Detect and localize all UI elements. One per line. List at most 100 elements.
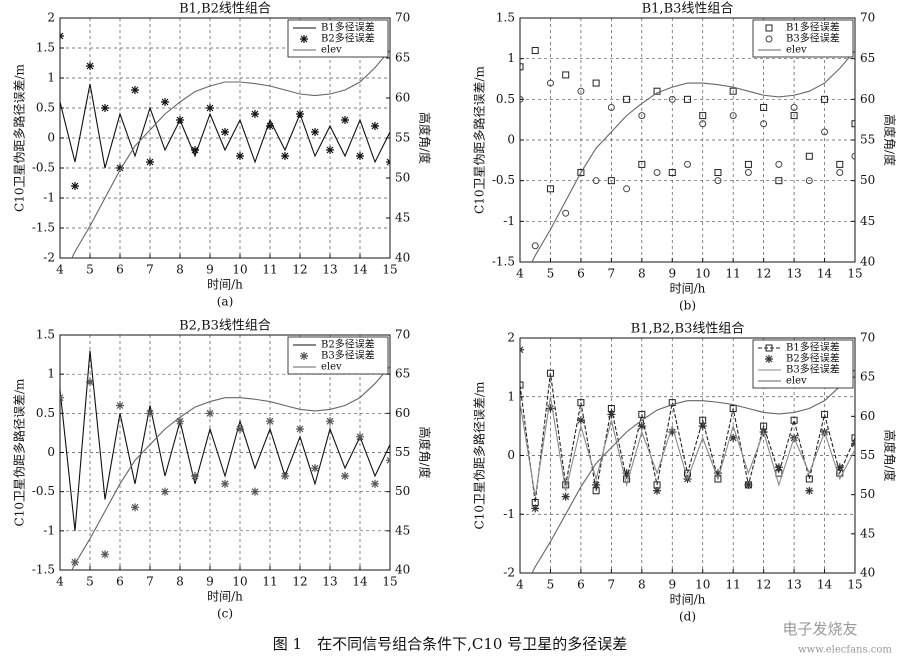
marker-circle [638,112,646,120]
y-tick-label: 1 [47,367,55,381]
x-tick-label: 6 [577,267,585,281]
marker-star [356,152,364,160]
marker-star [546,404,555,413]
x-axis-label: 时间/h [207,590,243,604]
marker-star [637,422,646,431]
marker-square [684,95,691,103]
marker-circle [531,242,539,250]
marker-star [805,486,814,495]
marker-square [531,47,539,55]
marker-square [699,112,707,120]
marker-star [341,116,349,124]
x-tick-label: 10 [695,578,710,592]
marker-square [821,410,829,418]
panel-label: (d) [679,610,696,624]
marker-star [531,504,540,513]
marker-square [562,71,570,79]
marker-star [266,417,274,426]
x-tick-label: 8 [638,267,646,281]
marker-star [101,104,109,112]
marker-star [86,62,94,70]
x-tick-label: 11 [262,575,277,589]
marker-star [300,352,308,360]
marker-square [729,87,737,95]
marker-star [176,116,184,124]
marker-star [116,164,124,172]
marker-star [356,432,364,441]
marker-star [520,345,524,354]
x-tick-label: 7 [608,578,616,592]
marker-square [546,369,554,377]
y2-tick-label: 60 [395,91,410,105]
x-tick-label: 15 [847,578,862,592]
legend-label: B2多径误差 [321,338,375,351]
marker-circle [623,185,631,193]
y2-tick-label: 45 [860,214,875,228]
x-tick-label: 12 [756,267,771,281]
y2-tick-label: 55 [395,445,410,459]
marker-circle [562,209,570,217]
marker-star [765,355,773,363]
series-line [60,83,390,169]
marker-star [131,503,139,512]
x-tick-label: 6 [577,578,585,592]
marker-star [653,486,662,495]
y2-tick-label: 70 [395,328,410,342]
x-tick-label: 9 [206,575,214,589]
x-tick-label: 9 [668,578,676,592]
marker-star [60,393,64,402]
y2-tick-label: 65 [395,367,410,381]
marker-square [744,160,752,168]
y2-axis-label: 高度角/度 [418,426,433,478]
marker-square [790,416,798,424]
x-tick-label: 14 [352,575,368,589]
y-tick-label: 0.5 [36,101,55,115]
legend-label: B3多径误差 [786,32,840,45]
marker-square [851,120,855,128]
legend-label: B1多径误差 [786,341,840,354]
y2-tick-label: 40 [395,251,410,265]
marker-square [765,24,773,32]
marker-star [161,98,169,106]
y2-axis-label: 高度角/度 [418,112,433,164]
marker-star [311,464,319,473]
elevation-line [531,368,855,573]
x-tick-label: 11 [726,267,741,281]
x-tick-label: 13 [322,263,337,277]
y2-tick-label: 50 [860,173,875,187]
marker-star [744,480,753,489]
marker-circle [851,152,855,160]
y-tick-label: 0 [47,445,55,459]
plot-area [60,350,390,570]
marker-star [71,182,79,190]
panel-label: (b) [679,299,696,313]
y-tick-label: 0 [507,133,515,147]
x-tick-label: 9 [668,267,676,281]
marker-square [592,79,600,87]
x-tick-label: 10 [232,575,247,589]
marker-star [221,479,229,488]
x-tick-label: 12 [756,578,771,592]
marker-square [638,410,646,418]
series-line [520,396,855,497]
legend-label: elev [786,376,807,387]
legend-label: B2多径误差 [786,352,840,365]
y2-axis-label: 高度角/度 [883,429,898,481]
y-tick-label: 2 [507,331,515,345]
panel-label: (a) [217,295,234,309]
marker-star [300,35,308,43]
marker-star [206,409,214,418]
y2-tick-label: 60 [860,409,875,423]
x-tick-label: 14 [817,578,833,592]
marker-star [668,428,677,436]
legend-label: B2多径误差 [321,32,375,45]
chart-title: B1,B2,B3线性组合 [631,322,745,337]
watermark-url: www.elecfans.com [798,645,892,656]
y2-tick-label: 55 [860,133,875,147]
x-tick-label: 4 [56,575,64,589]
y-tick-label: 1.5 [496,11,515,25]
y-tick-label: -0.5 [492,173,515,187]
